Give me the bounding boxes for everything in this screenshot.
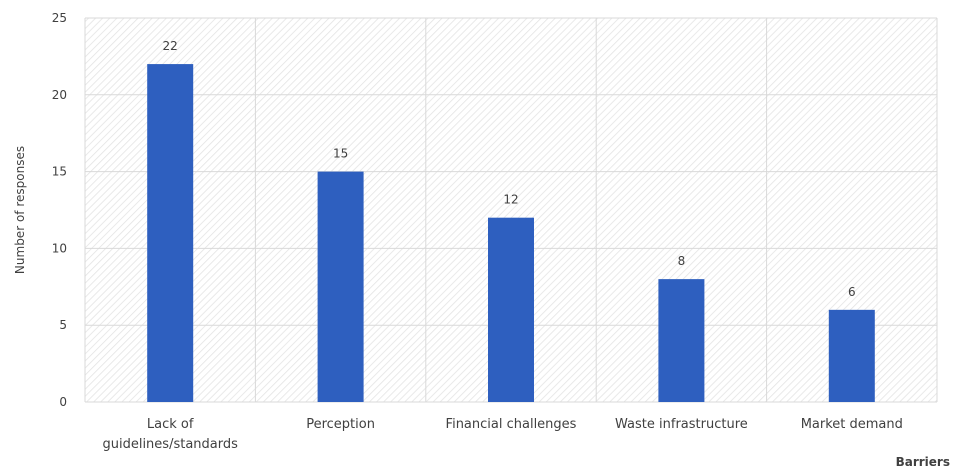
bar bbox=[488, 217, 534, 402]
category-label: Waste infrastructure bbox=[615, 417, 748, 432]
category-label: Financial challenges bbox=[446, 417, 577, 432]
data-labels: 22 15 12 8 6 bbox=[163, 39, 856, 299]
x-axis-title: Barriers bbox=[896, 455, 950, 469]
bar bbox=[147, 64, 194, 402]
data-label: 22 bbox=[163, 39, 178, 53]
y-tick-label: 20 bbox=[52, 88, 67, 102]
category-label: Lack of bbox=[147, 417, 194, 432]
y-tick-label: 0 bbox=[59, 395, 67, 409]
category-label: Perception bbox=[306, 417, 375, 432]
data-label: 6 bbox=[848, 285, 856, 299]
bar bbox=[658, 279, 705, 402]
category-label: Market demand bbox=[801, 417, 903, 432]
y-axis-title: Number of responses bbox=[13, 146, 27, 274]
y-tick-label: 10 bbox=[52, 241, 67, 255]
y-tick-label: 25 bbox=[52, 11, 67, 25]
bar bbox=[317, 171, 364, 402]
category-labels: Lack of guidelines/standards Perception Fin… bbox=[102, 417, 902, 452]
data-label: 12 bbox=[503, 193, 518, 207]
y-tick-label: 15 bbox=[52, 165, 67, 179]
category-label: guidelines/standards bbox=[102, 437, 238, 452]
y-tick-label: 5 bbox=[59, 318, 67, 332]
bar bbox=[828, 309, 875, 402]
data-label: 15 bbox=[333, 147, 348, 161]
bars bbox=[147, 64, 875, 402]
data-label: 8 bbox=[678, 254, 686, 268]
y-tick-labels: 0 5 10 15 20 25 bbox=[52, 11, 67, 409]
